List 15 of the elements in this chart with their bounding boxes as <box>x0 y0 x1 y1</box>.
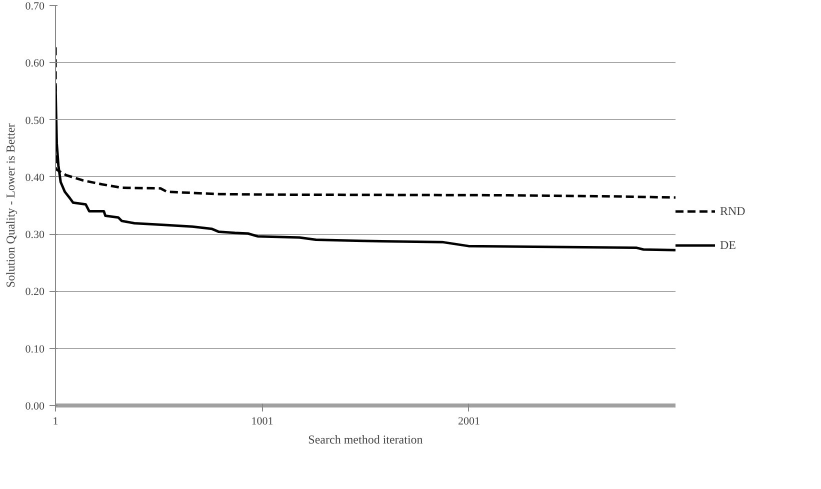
x-tick-label: 2001 <box>458 416 480 428</box>
x-axis-title: Search method iteration <box>308 432 423 446</box>
y-tick-label: 0.00 <box>25 400 45 412</box>
x-tick-label: 1 <box>52 416 58 428</box>
legend-label: RND <box>720 204 746 218</box>
x-tick-label: 1001 <box>251 416 274 428</box>
y-tick-label: 0.30 <box>25 229 45 242</box>
y-tick-label: 0.20 <box>25 286 45 298</box>
y-tick-label: 0.40 <box>25 172 45 184</box>
y-tick-label: 0.50 <box>25 114 45 127</box>
y-tick-label: 0.60 <box>25 58 45 70</box>
y-axis-title: Solution Quality - Lower is Better <box>3 123 18 288</box>
legend-label: DE <box>720 238 737 252</box>
y-tick-label: 0.70 <box>25 0 45 12</box>
y-tick-label: 0.10 <box>25 343 45 356</box>
